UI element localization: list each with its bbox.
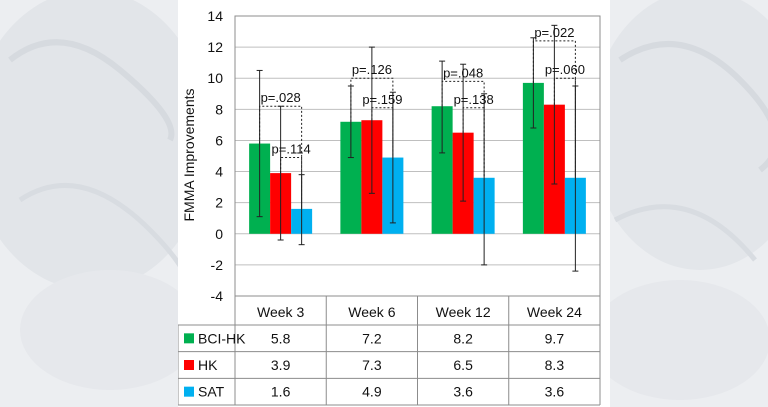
y-tick-label: 4 <box>215 164 223 180</box>
bar-bci-hk-2 <box>431 106 453 234</box>
legend-swatch-bci-hk <box>184 333 194 344</box>
y-tick-label: 14 <box>207 8 223 24</box>
legend-swatch-hk <box>184 360 194 370</box>
table-value: 8.2 <box>453 330 473 346</box>
p-value-label: p=.048 <box>443 65 483 80</box>
table-value: 7.2 <box>362 330 382 346</box>
table-value: 1.6 <box>271 384 291 400</box>
x-tick-label: Week 12 <box>436 304 491 320</box>
table-value: 3.6 <box>545 384 565 400</box>
legend-label: SAT <box>198 384 225 400</box>
y-tick-label: -4 <box>211 288 224 304</box>
table-value: 6.5 <box>453 357 473 373</box>
y-tick-label: 12 <box>207 39 223 55</box>
p-value-label: p=.028 <box>261 90 301 105</box>
legend-label: BCI-HK <box>198 330 246 346</box>
legend-label: HK <box>198 357 218 373</box>
table-value: 9.7 <box>545 330 565 346</box>
y-tick-label: -2 <box>211 257 224 273</box>
table-value: 3.6 <box>453 384 473 400</box>
p-value-label: p=.060 <box>545 62 585 77</box>
y-tick-label: 6 <box>215 132 223 148</box>
x-tick-label: Week 24 <box>527 304 582 320</box>
p-value-label: p=.159 <box>362 92 402 107</box>
table-value: 3.9 <box>271 357 291 373</box>
p-value-label: p=.138 <box>454 92 494 107</box>
bar-chart: -4 -2 0 2 4 6 8 10 12 14 FMMA Improvements p=.028… <box>178 8 601 406</box>
x-tick-label: Week 6 <box>348 304 395 320</box>
significance-bracket <box>553 77 576 178</box>
significance-bracket <box>350 77 394 158</box>
y-tick-label: 0 <box>215 226 223 242</box>
table-value: 5.8 <box>271 330 291 346</box>
y-tick-label: 10 <box>207 70 223 86</box>
bar-bci-hk-3 <box>522 82 544 234</box>
significance-bracket <box>532 40 576 178</box>
p-value-label: p=.022 <box>534 25 574 40</box>
table-value: 4.9 <box>362 384 382 400</box>
table-value: 7.3 <box>362 357 382 373</box>
p-value-label: p=.126 <box>352 62 392 77</box>
y-axis-label: FMMA Improvements <box>181 88 197 221</box>
bar-bci-hk-1 <box>340 121 362 234</box>
significance-bracket <box>441 80 485 178</box>
significance-bracket <box>462 107 485 178</box>
y-tick-label: 8 <box>215 101 223 117</box>
legend-swatch-sat <box>184 386 194 397</box>
y-tick-label: 2 <box>215 195 223 211</box>
table-value: 8.3 <box>545 357 565 373</box>
x-tick-label: Week 3 <box>257 304 304 320</box>
chart-panel: -4 -2 0 2 4 6 8 10 12 14 FMMA Improvements p=.028… <box>178 0 610 407</box>
p-value-label: p=.114 <box>272 142 311 157</box>
